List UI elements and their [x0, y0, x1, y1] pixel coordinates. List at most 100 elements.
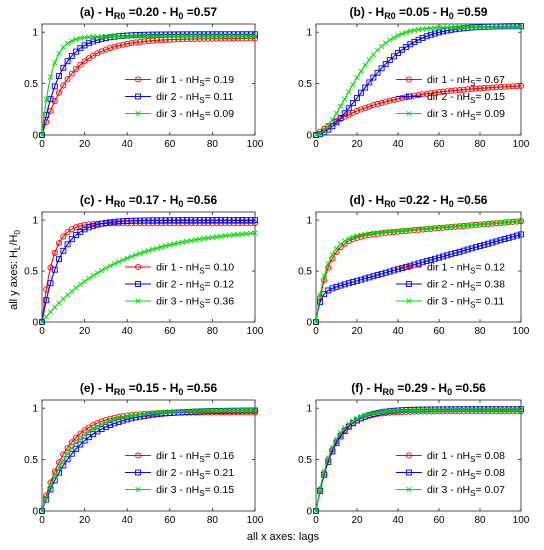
- data-point: [370, 74, 377, 81]
- data-point: [243, 33, 250, 40]
- legend-label: dir 2 - nHS= 0.15: [427, 91, 505, 105]
- series-dir2: [313, 231, 524, 325]
- data-point: [196, 217, 203, 224]
- data-point: [489, 84, 496, 91]
- data-point: [452, 87, 459, 94]
- data-point: [149, 37, 156, 44]
- data-point: [337, 282, 344, 289]
- data-point: [456, 407, 463, 414]
- data-point: [235, 407, 241, 414]
- data-point: [213, 33, 220, 40]
- data-point: [358, 89, 365, 96]
- x-tick-label: 60: [433, 139, 445, 150]
- y-tick-label: 0: [32, 507, 38, 518]
- data-point: [209, 234, 216, 241]
- data-point: [248, 230, 254, 237]
- data-point: [440, 253, 447, 260]
- data-point: [111, 43, 118, 50]
- series-dir3: [39, 230, 258, 325]
- data-point: [329, 255, 336, 262]
- data-point: [51, 98, 58, 105]
- data-point: [366, 274, 373, 281]
- x-tick-label: 0: [313, 326, 319, 337]
- data-point: [321, 291, 328, 298]
- data-point: [440, 28, 447, 35]
- data-point: [188, 33, 194, 40]
- data-point: [128, 40, 135, 47]
- data-point: [47, 309, 54, 315]
- subplot-title: (d) - HR0 =0.22 - H0 =0.56: [350, 193, 488, 209]
- data-point: [460, 247, 467, 254]
- data-point: [86, 429, 92, 435]
- data-point: [175, 240, 182, 246]
- data-point: [162, 243, 169, 249]
- legend-label: dir 3 - nHS= 0.36: [156, 296, 234, 310]
- data-point: [171, 408, 177, 415]
- data-point: [132, 39, 139, 46]
- data-point: [485, 407, 491, 413]
- data-point: [428, 407, 434, 414]
- data-point: [317, 292, 323, 298]
- data-point: [317, 130, 323, 137]
- data-point: [497, 24, 504, 30]
- data-point: [158, 33, 164, 40]
- legend: dir 1 - nHS= 0.08 dir 2 - nHS= 0.08 dir 3 …: [395, 450, 505, 498]
- subplot-a: (a) - HR0 =0.20 - H0 =0.57 0 20 40 60 80 100 0 0…: [24, 5, 264, 150]
- data-point: [47, 483, 54, 490]
- x-tick-label: 40: [392, 515, 404, 526]
- data-point: [162, 409, 169, 415]
- data-point: [386, 268, 393, 275]
- data-point: [378, 65, 385, 72]
- data-point: [337, 241, 344, 247]
- data-point: [39, 132, 45, 138]
- data-point: [497, 23, 504, 30]
- data-point: [64, 58, 71, 65]
- data-point: [128, 217, 135, 224]
- data-point: [90, 222, 97, 229]
- data-point: [431, 89, 438, 96]
- data-point: [481, 407, 487, 413]
- data-point: [329, 251, 336, 258]
- data-point: [358, 276, 365, 283]
- data-point: [188, 408, 194, 414]
- data-point: [107, 44, 114, 52]
- data-point: [444, 88, 451, 95]
- data-point: [94, 221, 101, 228]
- data-point: [239, 407, 245, 414]
- x-tick-label: 40: [392, 139, 404, 150]
- data-point: [333, 119, 340, 126]
- data-point: [47, 280, 54, 287]
- data-point: [427, 257, 434, 263]
- data-point: [407, 406, 414, 413]
- data-point: [239, 217, 246, 224]
- data-point: [56, 256, 62, 263]
- data-point: [68, 236, 75, 243]
- data-point: [145, 217, 152, 224]
- data-point: [98, 267, 105, 274]
- data-point: [513, 23, 520, 30]
- data-point: [60, 233, 67, 240]
- data-point: [513, 232, 520, 239]
- data-point: [39, 508, 45, 514]
- subplot-title: (e) - HR0 =0.15 - H0 =0.56: [80, 381, 218, 397]
- data-point: [51, 83, 58, 90]
- x-tick-label: 100: [247, 326, 264, 337]
- data-point: [183, 409, 190, 415]
- data-point: [436, 406, 442, 413]
- data-point: [124, 32, 131, 39]
- data-point: [68, 450, 75, 457]
- x-tick-label: 80: [474, 326, 486, 337]
- legend-entry-dir2: dir 2 - nHS= 0.38: [395, 279, 505, 293]
- data-point: [124, 40, 131, 47]
- data-point: [382, 40, 389, 46]
- data-point: [226, 407, 233, 414]
- y-tick-label: 0: [306, 131, 312, 142]
- data-point: [489, 407, 496, 413]
- data-point: [415, 260, 422, 267]
- data-point: [431, 30, 438, 37]
- legend: dir 1 - nHS= 0.67 dir 2 - nHS= 0.15 dir 3 …: [395, 74, 505, 122]
- data-point: [73, 48, 80, 55]
- x-tick-label: 0: [39, 326, 45, 337]
- data-point: [179, 239, 186, 245]
- data-point: [86, 34, 92, 40]
